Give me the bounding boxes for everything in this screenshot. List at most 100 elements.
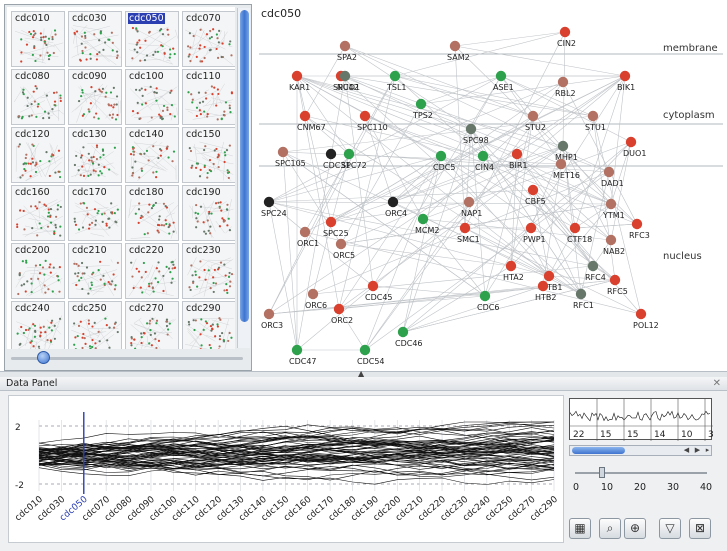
filter-button[interactable]: ▽ [659, 518, 681, 539]
collapse-arrow-icon[interactable]: ▲ [358, 369, 365, 378]
scroll-left-icon[interactable]: ◀ [683, 446, 690, 454]
gene-node[interactable] [511, 148, 523, 160]
thumbnail-card[interactable]: cdc100 [125, 69, 179, 125]
gene-node[interactable] [299, 226, 311, 238]
thumbnail-card[interactable]: cdc160 [11, 185, 65, 241]
network-graph[interactable]: membrane cytoplasm nucleus CIN2 SPA2 SAM2 KAR1… [253, 4, 723, 370]
gene-node[interactable] [479, 290, 491, 302]
gene-node[interactable] [525, 222, 537, 234]
thumbnail-card[interactable]: cdc270 [125, 301, 179, 349]
gene-node[interactable] [557, 140, 569, 152]
thumbnail-card[interactable]: cdc030 [68, 11, 122, 67]
gene-node[interactable] [505, 260, 517, 272]
gene-node[interactable] [625, 136, 637, 148]
thumbnail-scrollbar[interactable] [237, 8, 250, 348]
thumbnail-card[interactable]: cdc220 [125, 243, 179, 299]
thumbnail-card[interactable]: cdc150 [182, 127, 235, 183]
gene-node[interactable] [527, 110, 539, 122]
gene-node[interactable] [463, 196, 475, 208]
thumbnail-card[interactable]: cdc050 [125, 11, 179, 67]
gene-node[interactable] [291, 344, 303, 356]
gene-node[interactable] [557, 76, 569, 88]
gene-node[interactable] [609, 274, 621, 286]
gene-node[interactable] [367, 280, 379, 292]
thumbnail-card[interactable]: cdc230 [182, 243, 235, 299]
gene-node[interactable] [527, 184, 539, 196]
thumbnail-card[interactable]: cdc080 [11, 69, 65, 125]
gene-node[interactable] [339, 70, 351, 82]
scrollbar-thumb[interactable] [240, 10, 249, 322]
thumbnail-zoom-slider[interactable] [11, 351, 243, 365]
thumbnail-card[interactable]: cdc180 [125, 185, 179, 241]
window-size-slider[interactable]: 0 10 20 30 40 [569, 467, 712, 495]
gene-node[interactable] [587, 260, 599, 272]
gene-node[interactable] [559, 26, 571, 38]
overview-strip[interactable]: 22 15 15 14 10 3 [569, 398, 714, 441]
gene-node[interactable] [335, 238, 347, 250]
gene-node[interactable] [417, 213, 429, 225]
thumbnail-card[interactable]: cdc120 [11, 127, 65, 183]
thumbnail-card[interactable]: cdc290 [182, 301, 235, 349]
thumbnail-card[interactable]: cdc140 [125, 127, 179, 183]
gene-node[interactable] [389, 70, 401, 82]
gene-node[interactable] [587, 110, 599, 122]
gene-node[interactable] [263, 196, 275, 208]
gene-node[interactable] [307, 288, 319, 300]
thumbnail-card[interactable]: cdc190 [182, 185, 235, 241]
gene-node[interactable] [263, 308, 275, 320]
gene-node[interactable] [359, 110, 371, 122]
thumbnail-card[interactable]: cdc010 [11, 11, 65, 67]
gene-node[interactable] [603, 166, 615, 178]
clear-filter-button[interactable]: ⊠ [689, 518, 711, 539]
gene-node[interactable] [631, 218, 643, 230]
thumbnail-card[interactable]: cdc110 [182, 69, 235, 125]
range-scrollbar-thumb[interactable] [572, 447, 625, 454]
thumbnail-card[interactable]: cdc240 [11, 301, 65, 349]
thumbnail-card[interactable]: cdc090 [68, 69, 122, 125]
gene-node[interactable] [635, 308, 647, 320]
gene-node[interactable] [575, 288, 587, 300]
gene-node[interactable] [537, 280, 549, 292]
thumbnail-card[interactable]: cdc130 [68, 127, 122, 183]
gene-node[interactable] [619, 70, 631, 82]
profile-plot[interactable]: 2-2cdc010cdc030cdc050cdc070cdc080cdc090c… [9, 396, 565, 544]
thumbnail-card[interactable]: cdc210 [68, 243, 122, 299]
gene-node[interactable] [569, 222, 581, 234]
gene-node[interactable] [339, 40, 351, 52]
thumbnail-card[interactable]: cdc070 [182, 11, 235, 67]
gene-node[interactable] [555, 158, 567, 170]
thumbnail-card[interactable]: cdc200 [11, 243, 65, 299]
gene-node[interactable] [495, 70, 507, 82]
gene-node[interactable] [333, 303, 345, 315]
network-view[interactable]: membrane cytoplasm nucleus CIN2 SPA2 SAM2 KAR1… [253, 4, 723, 370]
slider-knob[interactable] [599, 467, 605, 478]
gene-node[interactable] [343, 148, 355, 160]
gene-node[interactable] [435, 150, 447, 162]
thumbnail-card[interactable]: cdc250 [68, 301, 122, 349]
gene-node[interactable] [325, 216, 337, 228]
range-scrollbar[interactable]: ◀ ▶ ▸ [569, 445, 712, 456]
zoom-fit-button[interactable]: ⊕ [624, 518, 646, 539]
gene-node[interactable] [387, 196, 399, 208]
panel-splitter[interactable]: ▲ [0, 369, 727, 378]
gene-node[interactable] [465, 123, 477, 135]
close-icon[interactable]: ✕ [712, 378, 721, 389]
gene-node[interactable] [325, 148, 337, 160]
gene-node[interactable] [605, 198, 617, 210]
gene-node[interactable] [449, 40, 461, 52]
expression-profile-chart[interactable]: 2 -2 cdc010 cdc030 cdc050 cdc070 cdc080 cdc090 c… [8, 395, 564, 543]
gene-node[interactable] [459, 222, 471, 234]
gene-node[interactable] [543, 270, 555, 282]
gene-node[interactable] [359, 344, 371, 356]
table-view-button[interactable]: ▦ [569, 518, 591, 539]
scroll-end-icon[interactable]: ▸ [705, 446, 710, 454]
thumbnail-card[interactable]: cdc170 [68, 185, 122, 241]
gene-node[interactable] [477, 150, 489, 162]
gene-node[interactable] [277, 146, 289, 158]
gene-node[interactable] [415, 98, 427, 110]
gene-node[interactable] [605, 234, 617, 246]
scroll-right-icon[interactable]: ▶ [694, 446, 701, 454]
gene-node[interactable] [299, 110, 311, 122]
gene-node[interactable] [291, 70, 303, 82]
gene-node[interactable] [397, 326, 409, 338]
